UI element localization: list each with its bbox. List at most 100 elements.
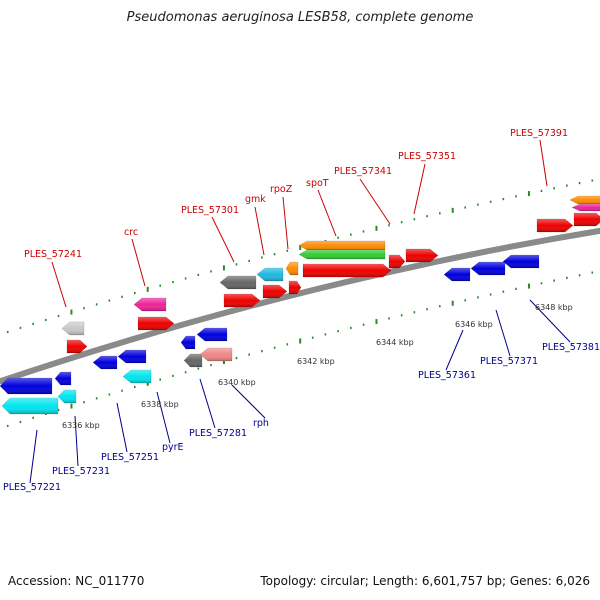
- gene-features: [0, 195, 600, 415]
- forward-track-tick: [375, 225, 378, 231]
- gene-label-rpoz[interactable]: rpoZ: [270, 184, 293, 195]
- gene-arrow-ples-57241[interactable]: [66, 339, 88, 354]
- gene-box-rph[interactable]: [199, 347, 233, 362]
- gene-arrow-red-7[interactable]: [388, 254, 406, 269]
- gene-label-ples-57371[interactable]: PLES_57371: [480, 356, 538, 367]
- scale-label-6336: 6336 kbp: [62, 421, 100, 430]
- gene-label-ples-57301[interactable]: PLES_57301: [181, 205, 239, 216]
- reverse-track-tick: [248, 353, 250, 356]
- gene-box-cyan-1[interactable]: [1, 397, 59, 415]
- forward-track-tick: [172, 280, 174, 284]
- gene-arrow-ples-57371[interactable]: [470, 261, 506, 276]
- gene-label-crc[interactable]: crc: [124, 227, 138, 238]
- reverse-track-tick: [426, 308, 428, 311]
- reverse-track-tick: [19, 420, 22, 423]
- gene-label-ples-57341[interactable]: PLES_57341: [334, 166, 392, 177]
- gene-arrow-blue-5[interactable]: [180, 335, 196, 350]
- gene-label-pyre[interactable]: pyrE: [162, 442, 184, 453]
- forward-track-tick: [438, 212, 441, 215]
- forward-track-tick: [32, 322, 34, 325]
- forward-track-tick: [540, 189, 543, 193]
- gene-arrow-red-9[interactable]: [536, 218, 574, 233]
- gene-label-ples-57391[interactable]: PLES_57391: [510, 128, 568, 139]
- gene-box-orange-2[interactable]: [569, 195, 600, 205]
- gene-arrow-ples-57251[interactable]: [117, 349, 147, 364]
- gene-box-cyan-2[interactable]: [57, 389, 77, 404]
- gene-label-gmk[interactable]: gmk: [245, 194, 266, 205]
- reverse-track-tick: [184, 371, 187, 374]
- scale-label-6342: 6342 kbp: [297, 357, 335, 366]
- forward-track-tick: [591, 179, 594, 182]
- leader-line-5: [317, 189, 337, 237]
- reverse-track-tick: [146, 380, 149, 386]
- forward-track-tick: [133, 291, 136, 295]
- gene-label-ples-57381[interactable]: PLES_57381: [542, 342, 600, 353]
- forward-track-tick: [362, 230, 365, 233]
- forward-track-tick: [159, 284, 162, 287]
- forward-track-tick: [553, 187, 555, 190]
- leader-line-2: [211, 216, 235, 263]
- gene-label-ples-57281[interactable]: PLES_57281: [189, 428, 247, 439]
- gene-label-ples-57251[interactable]: PLES_57251: [101, 452, 159, 463]
- reverse-track-tick: [172, 374, 174, 377]
- gene-arrow-red-10[interactable]: [573, 212, 600, 227]
- gene-box-grey-1[interactable]: [61, 321, 85, 336]
- gene-arrow-red-3[interactable]: [223, 293, 261, 308]
- reverse-track-tick: [362, 323, 365, 326]
- gene-label-ples-57221[interactable]: PLES_57221: [3, 482, 61, 493]
- gene-label-ples-57231[interactable]: PLES_57231: [52, 466, 110, 477]
- forward-track-tick: [566, 184, 568, 187]
- gene-arrow-ples-57221[interactable]: [0, 377, 53, 395]
- leader-line-12: [156, 391, 171, 444]
- leader-line-17: [529, 299, 571, 343]
- gene-box-crc[interactable]: [133, 297, 167, 312]
- gene-arrow-red-2[interactable]: [137, 316, 175, 331]
- leader-line-4: [282, 196, 289, 250]
- reverse-track-tick: [489, 293, 492, 296]
- reverse-track-tick: [32, 416, 34, 419]
- gene-box-pyre[interactable]: [122, 369, 152, 384]
- reverse-track-tick: [527, 283, 530, 289]
- gene-arrow-blue-3[interactable]: [92, 355, 118, 370]
- gene-box-ples-57281[interactable]: [183, 353, 203, 368]
- gene-arrow-ples-57361[interactable]: [443, 267, 471, 282]
- gene-arrow-blue-9[interactable]: [502, 254, 540, 269]
- forward-track-tick: [83, 307, 85, 310]
- reverse-track-tick: [261, 350, 263, 353]
- reverse-track-tick: [235, 356, 238, 360]
- reverse-track-tick: [375, 319, 378, 325]
- gene-label-ples-57351[interactable]: PLES_57351: [398, 151, 456, 162]
- reverse-track-tick: [83, 401, 85, 404]
- leader-line-9: [29, 429, 38, 484]
- gene-label-ples-57241[interactable]: PLES_57241: [24, 249, 82, 260]
- gene-arrow-blue-6[interactable]: [196, 327, 228, 342]
- reverse-track-tick: [451, 300, 454, 306]
- reverse-track-tick: [197, 367, 200, 370]
- leader-line-1: [131, 238, 146, 287]
- gene-arrow-red-6[interactable]: [302, 263, 392, 278]
- gene-arrow-red-5[interactable]: [288, 280, 302, 295]
- scale-label-6338: 6338 kbp: [141, 400, 179, 409]
- reverse-track-tick: [286, 343, 289, 346]
- gene-arrow-ples-57231[interactable]: [54, 371, 72, 386]
- reverse-track-tick: [222, 359, 225, 365]
- gene-box-spot-green[interactable]: [298, 249, 386, 260]
- forward-track-tick: [337, 236, 339, 239]
- gene-label-rph[interactable]: rph: [253, 418, 269, 429]
- gene-box-pink-2[interactable]: [571, 203, 600, 212]
- gene-box-gmk[interactable]: [256, 267, 284, 282]
- gene-box-ples-57301[interactable]: [219, 275, 257, 290]
- gene-arrow-red-4[interactable]: [262, 284, 288, 299]
- forward-track-tick: [222, 265, 225, 271]
- gene-arrow-red-8[interactable]: [405, 248, 439, 263]
- forward-track-tick: [19, 326, 22, 329]
- gene-box-rpoz[interactable]: [285, 261, 299, 276]
- reverse-track-tick: [121, 389, 123, 392]
- reverse-track-tick: [388, 317, 390, 320]
- gene-box-spot-orange[interactable]: [298, 240, 386, 251]
- gene-label-spot[interactable]: spoT: [306, 178, 329, 189]
- reverse-track-tick: [438, 305, 441, 308]
- reverse-track-tick: [210, 363, 212, 367]
- forward-track-tick: [464, 206, 467, 209]
- gene-label-ples-57361[interactable]: PLES_57361: [418, 370, 476, 381]
